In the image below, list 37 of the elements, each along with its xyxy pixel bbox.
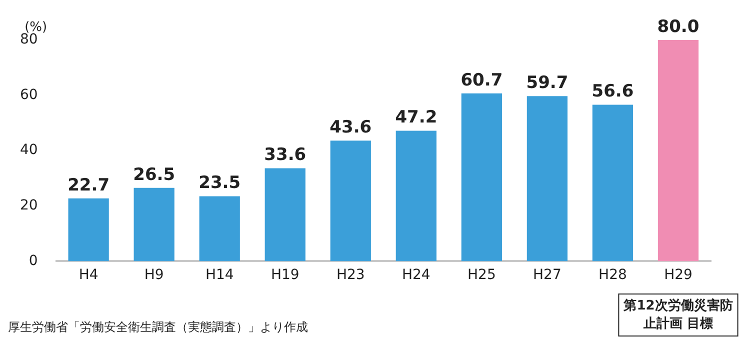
- text: 第12次労働災害防止計画 目標: [622, 297, 733, 332]
- data-label: 47.2: [395, 108, 438, 128]
- y-tick-label: 80: [20, 32, 38, 48]
- data-label: 22.7: [68, 175, 110, 196]
- data-label: 56.6: [592, 82, 634, 102]
- x-tick-label: H14: [205, 267, 234, 284]
- y-tick-label: 20: [20, 198, 38, 214]
- bar: [199, 196, 240, 262]
- bar: [396, 130, 436, 262]
- bar: [461, 93, 502, 262]
- x-tick-label: H25: [468, 267, 496, 284]
- y-tick-label: 40: [20, 142, 38, 158]
- text: 厚生労働省「労働安全衛生調査（実態調査）」より作成: [8, 320, 308, 334]
- bar: [264, 168, 306, 262]
- bar: [592, 104, 634, 262]
- y-tick-label: 0: [28, 252, 38, 269]
- x-tick-label: H27: [533, 267, 562, 284]
- data-label: 43.6: [330, 118, 372, 138]
- bar: [68, 198, 109, 262]
- bar: [134, 188, 174, 262]
- bar: [658, 40, 699, 262]
- data-label: 59.7: [526, 73, 568, 94]
- data-label: 60.7: [460, 70, 503, 90]
- data-label: 23.5: [198, 173, 241, 194]
- x-tick-label: H28: [598, 267, 627, 284]
- x-tick-label: H24: [402, 267, 430, 284]
- bar: [526, 96, 568, 262]
- x-tick-label: H29: [664, 267, 692, 284]
- data-label: 26.5: [133, 164, 176, 185]
- data-label: 80.0: [657, 16, 700, 37]
- data-label: 33.6: [264, 145, 306, 166]
- x-tick-label: H9: [144, 267, 164, 284]
- x-tick-label: H4: [78, 267, 98, 284]
- x-tick-label: H19: [270, 267, 300, 284]
- bar: [330, 140, 371, 262]
- x-tick-label: H23: [336, 267, 365, 284]
- y-tick-label: 60: [20, 86, 38, 103]
